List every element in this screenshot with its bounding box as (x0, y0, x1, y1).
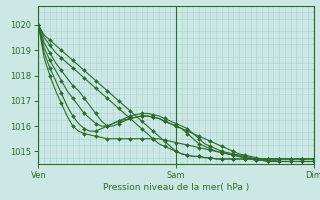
X-axis label: Pression niveau de la mer( hPa ): Pression niveau de la mer( hPa ) (103, 183, 249, 192)
